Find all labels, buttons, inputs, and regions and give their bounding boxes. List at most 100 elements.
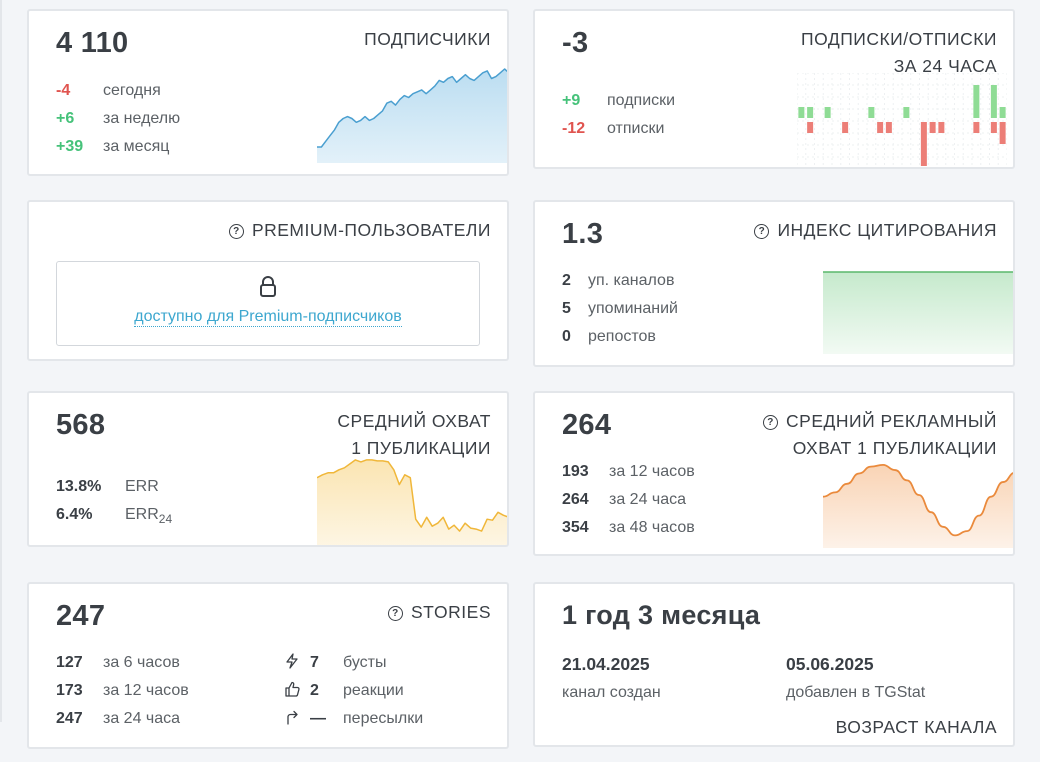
help-icon[interactable]: ? [387, 606, 403, 621]
lightning-icon [286, 653, 298, 669]
stat-row-month: +39 за месяц [56, 137, 169, 157]
stories-row-12h: 173 за 12 часов [56, 681, 189, 701]
unsubscribe-bar [973, 122, 980, 133]
stat-label: отписки [607, 120, 665, 137]
stories-value: 247 [56, 600, 106, 632]
channel-age-card[interactable]: 1 год 3 месяца 21.04.2025 канал создан 0… [533, 582, 1015, 747]
subscribe-bar [798, 107, 805, 118]
title-line-1: СРЕДНИЙ РЕКЛАМНЫЙ [786, 411, 997, 431]
premium-users-card[interactable]: ? PREMIUM-ПОЛЬЗОВАТЕЛИ доступно для Premi… [27, 200, 509, 361]
unsubscribe-bar [999, 122, 1006, 144]
premium-locked-box[interactable]: доступно для Premium-подписчиков [56, 261, 480, 346]
stories-card[interactable]: 247 ? STORIES 127 за 6 часов 173 за 12 часо… [27, 582, 509, 749]
stat-value: — [310, 710, 326, 727]
chart-cit-area [823, 272, 1013, 354]
stat-label: ERR24 [125, 505, 172, 529]
subs-unsubs-card[interactable]: -3 ПОДПИСКИ/ОТПИСКИ ЗА 24 ЧАСА +9 подписк… [533, 9, 1015, 169]
title-line-2: ОХВАТ 1 ПУБЛИКАЦИИ [792, 438, 997, 458]
stat-value: 6.4% [56, 506, 93, 523]
added-date: 05.06.2025 [786, 654, 874, 674]
subscribe-bar [807, 107, 814, 118]
stat-row-24h: 264 за 24 часа [562, 490, 686, 510]
stories-title: ? STORIES [387, 599, 491, 626]
stat-label: за 24 часа [103, 710, 181, 727]
stat-label: бусты [343, 654, 387, 671]
stat-value: +39 [56, 138, 84, 155]
premium-title-text: PREMIUM-ПОЛЬЗОВАТЕЛИ [251, 220, 491, 240]
left-edge-line [0, 0, 2, 722]
stat-row-subscribes: +9 подписки [562, 91, 675, 111]
stories-row-reactions: 2 реакции [285, 681, 404, 701]
chart-ad-line [823, 463, 1013, 537]
average-reach-value: 568 [56, 409, 106, 441]
stat-row-mentions: 5 упоминаний [562, 299, 678, 319]
chart-ad-area [823, 464, 1013, 548]
thumbs-up-icon [285, 681, 300, 697]
stat-label: за неделю [103, 110, 181, 127]
premium-title: ? PREMIUM-ПОЛЬЗОВАТЕЛИ [228, 217, 491, 244]
stat-label: за 12 часов [609, 463, 695, 480]
stat-row-err: 13.8% ERR [56, 477, 159, 497]
stat-value: 5 [562, 300, 571, 317]
help-icon[interactable]: ? [754, 224, 770, 239]
stat-label: упоминаний [588, 300, 678, 317]
subscribe-bar [824, 107, 831, 118]
forward-arrow-icon [287, 710, 298, 725]
stat-value: 173 [56, 682, 83, 699]
subscribers-sparkline [317, 68, 507, 163]
chart-subs-line [317, 68, 507, 148]
stat-label: репостов [588, 328, 656, 345]
chart-reach-line [317, 459, 507, 532]
lock-icon [260, 276, 276, 297]
unsubscribe-bar [885, 122, 892, 133]
stat-label: за 24 часа [609, 491, 687, 508]
citation-index-chart [823, 271, 1013, 354]
subscribe-bar [999, 107, 1006, 118]
stat-value: 0 [562, 328, 571, 345]
title-line-2: 1 ПУБЛИКАЦИИ [351, 438, 491, 458]
average-reach-card[interactable]: 568 СРЕДНИЙ ОХВАТ 1 ПУБЛИКАЦИИ 13.8% ERR … [27, 391, 509, 547]
stat-label: за 48 часов [609, 519, 695, 536]
stat-row-channels: 2 уп. каналов [562, 271, 674, 291]
stat-row-12h: 193 за 12 часов [562, 462, 695, 482]
stat-value: 247 [56, 710, 83, 727]
reach-sparkline [317, 459, 507, 545]
citation-title: ? ИНДЕКС ЦИТИРОВАНИЯ [754, 217, 997, 244]
stat-value: 7 [310, 654, 319, 671]
help-icon[interactable]: ? [228, 224, 244, 239]
stories-row-6h: 127 за 6 часов [56, 653, 180, 673]
stat-row-48h: 354 за 48 часов [562, 518, 695, 538]
created-label: канал создан [562, 684, 661, 701]
subscribers-card[interactable]: 4 110 ПОДПИСЧИКИ -4 сегодня +6 за неделю +… [27, 9, 509, 176]
stat-label: пересылки [343, 710, 424, 727]
unsubscribe-bar [938, 122, 945, 133]
premium-access-link[interactable]: доступно для Premium-подписчиков [134, 308, 402, 327]
citation-index-card[interactable]: 1.3 ? ИНДЕКС ЦИТИРОВАНИЯ 2 уп. каналов 5 уп… [533, 200, 1015, 367]
stat-value: 127 [56, 654, 83, 671]
unsubscribe-bar [807, 122, 814, 133]
channel-age-title: ВОЗРАСТ КАНАЛА [835, 717, 997, 737]
stat-row-today: -4 сегодня [56, 81, 161, 101]
stat-row-week: +6 за неделю [56, 109, 180, 129]
stat-label: ERR [125, 478, 159, 495]
subs-unsubs-bar-chart [797, 73, 1007, 167]
stat-row-unsubscribes: -12 отписки [562, 119, 664, 139]
stat-row-reposts: 0 репостов [562, 327, 656, 347]
stat-label: реакции [343, 682, 404, 699]
stories-title-text: STORIES [410, 602, 491, 622]
ad-reach-card[interactable]: 264 ? СРЕДНИЙ РЕКЛАМНЫЙ ОХВАТ 1 ПУБЛИКАЦИ… [533, 391, 1015, 556]
subscribe-bar [990, 85, 997, 118]
help-icon[interactable]: ? [763, 415, 779, 430]
stat-value: 2 [310, 682, 319, 699]
stat-value: -4 [56, 82, 71, 99]
unsubscribe-bar [920, 122, 927, 166]
title-line-1: ПОДПИСКИ/ОТПИСКИ [801, 29, 997, 49]
stat-label: уп. каналов [588, 272, 675, 289]
created-date: 21.04.2025 [562, 654, 650, 674]
ad-reach-curve [823, 463, 1013, 548]
stat-label: подписки [607, 92, 676, 109]
subscribe-bar [868, 107, 875, 118]
stories-row-boosts: 7 бусты [285, 653, 386, 673]
title-line-1: СРЕДНИЙ ОХВАТ [337, 411, 491, 431]
subscribe-bar [903, 107, 910, 118]
